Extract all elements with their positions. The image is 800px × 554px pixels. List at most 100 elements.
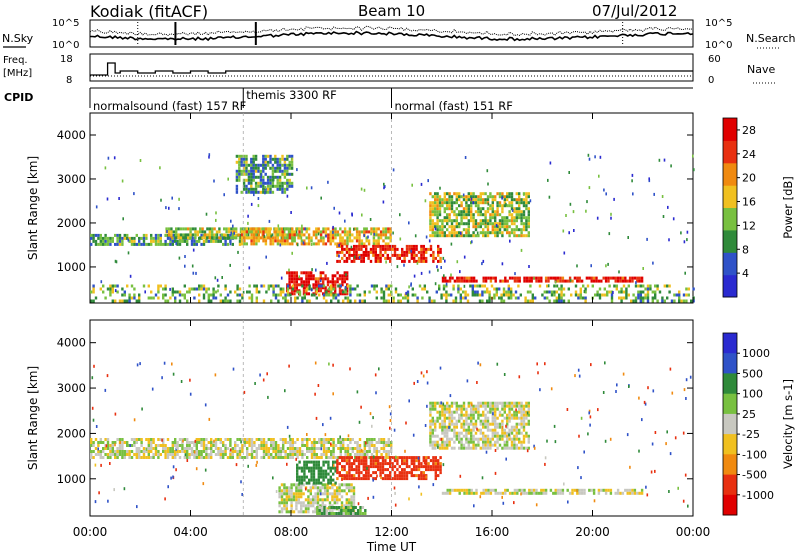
vel-colorbar-label: -25 xyxy=(742,428,760,441)
heatmap-cell xyxy=(325,438,328,441)
heatmap-cell xyxy=(484,440,487,444)
heatmap-cell xyxy=(176,444,179,447)
heatmap-cell xyxy=(305,277,308,281)
heatmap-cell xyxy=(341,474,344,478)
heatmap-cell xyxy=(360,259,363,263)
heatmap-cell xyxy=(186,239,189,243)
heatmap-cell xyxy=(178,242,182,246)
heatmap-speckle xyxy=(310,242,313,246)
heatmap-cell xyxy=(489,422,492,426)
heatmap-cell xyxy=(281,236,284,240)
heatmap-cell xyxy=(325,512,329,515)
heatmap-cell xyxy=(321,498,324,502)
heatmap-speckle xyxy=(416,380,419,383)
heatmap-cell xyxy=(310,460,313,464)
heatmap-cell xyxy=(501,437,504,441)
heatmap-cell xyxy=(527,434,530,438)
heatmap-cell xyxy=(434,222,437,226)
heatmap-cell xyxy=(462,290,465,294)
heatmap-cell xyxy=(226,456,230,459)
heatmap-cell xyxy=(212,287,215,291)
heatmap-cell xyxy=(501,431,504,435)
heatmap-cell xyxy=(415,465,418,469)
heatmap-cell xyxy=(544,491,548,495)
heatmap-cell xyxy=(147,447,150,450)
heatmap-speckle xyxy=(686,230,689,234)
heatmap-cell xyxy=(453,234,456,238)
heatmap-cell xyxy=(367,256,370,260)
heatmap-cell xyxy=(175,236,178,240)
heatmap-cell xyxy=(446,431,449,435)
heatmap-cell xyxy=(429,465,433,469)
heatmap-cell xyxy=(498,204,502,208)
heatmap-cell xyxy=(490,284,494,288)
heatmap-cell xyxy=(401,259,404,263)
heatmap-cell xyxy=(283,227,287,231)
noise-left-label: N.Sky xyxy=(2,32,34,45)
heatmap-cell xyxy=(214,447,218,450)
heatmap-speckle xyxy=(598,174,600,178)
heatmap-cell xyxy=(370,230,373,234)
heatmap-cell xyxy=(443,443,446,447)
nave-tick-low: 0 xyxy=(708,75,714,86)
heatmap-cell xyxy=(386,247,389,251)
vel-ytick-label: 3000 xyxy=(57,381,86,395)
heatmap-cell xyxy=(305,463,308,467)
heatmap-speckle xyxy=(547,284,550,288)
heatmap-cell xyxy=(281,154,284,158)
heatmap-speckle xyxy=(577,368,580,372)
heatmap-cell xyxy=(339,453,342,456)
heatmap-cell xyxy=(304,510,308,514)
heatmap-cell xyxy=(515,213,518,217)
heatmap-cell xyxy=(330,456,333,459)
heatmap-cell xyxy=(448,488,452,492)
heatmap-cell xyxy=(470,204,473,208)
heatmap-cell xyxy=(253,456,256,459)
heatmap-cell xyxy=(513,425,516,429)
heatmap-cell xyxy=(455,431,458,435)
heatmap-cell xyxy=(202,456,206,459)
heatmap-cell xyxy=(229,239,232,243)
heatmap-cell xyxy=(247,187,251,191)
heatmap-cell xyxy=(375,230,378,234)
heatmap-cell xyxy=(289,441,292,444)
heatmap-cell xyxy=(685,287,688,291)
heatmap-cell xyxy=(319,289,322,293)
heatmap-speckle xyxy=(651,442,654,446)
heatmap-cell xyxy=(495,290,498,294)
heatmap-cell xyxy=(579,293,582,297)
heatmap-cell xyxy=(436,434,439,438)
heatmap-speckle xyxy=(440,401,442,405)
heatmap-cell xyxy=(398,456,401,460)
heatmap-cell xyxy=(619,491,622,495)
heatmap-cell xyxy=(317,277,320,281)
heatmap-cell xyxy=(290,271,294,275)
heatmap-speckle xyxy=(332,225,334,229)
heatmap-speckle xyxy=(189,378,191,382)
heatmap-cell xyxy=(429,434,432,438)
heatmap-cell xyxy=(556,276,560,280)
heatmap-cell xyxy=(455,192,458,196)
heatmap-cell xyxy=(448,198,451,202)
heatmap-cell xyxy=(270,453,273,456)
heatmap-cell xyxy=(525,446,528,450)
heatmap-cell xyxy=(181,293,184,297)
heatmap-cell xyxy=(267,456,270,459)
heatmap-cell xyxy=(337,512,341,515)
heatmap-cell xyxy=(404,293,407,297)
heatmap-speckle xyxy=(410,283,412,287)
heatmap-cell xyxy=(328,492,332,496)
heatmap-cell xyxy=(470,440,473,444)
heatmap-cell xyxy=(377,244,380,248)
heatmap-cell xyxy=(465,201,468,205)
heatmap-cell xyxy=(434,428,437,432)
heatmap-cell xyxy=(121,444,124,447)
heatmap-cell xyxy=(445,293,448,297)
heatmap-cell xyxy=(431,401,434,405)
heatmap-cell xyxy=(492,488,495,492)
heatmap-cell xyxy=(254,187,258,191)
heatmap-cell xyxy=(482,446,485,450)
heatmap-cell xyxy=(319,286,322,290)
heatmap-speckle xyxy=(215,218,217,222)
heatmap-cell xyxy=(357,465,361,469)
